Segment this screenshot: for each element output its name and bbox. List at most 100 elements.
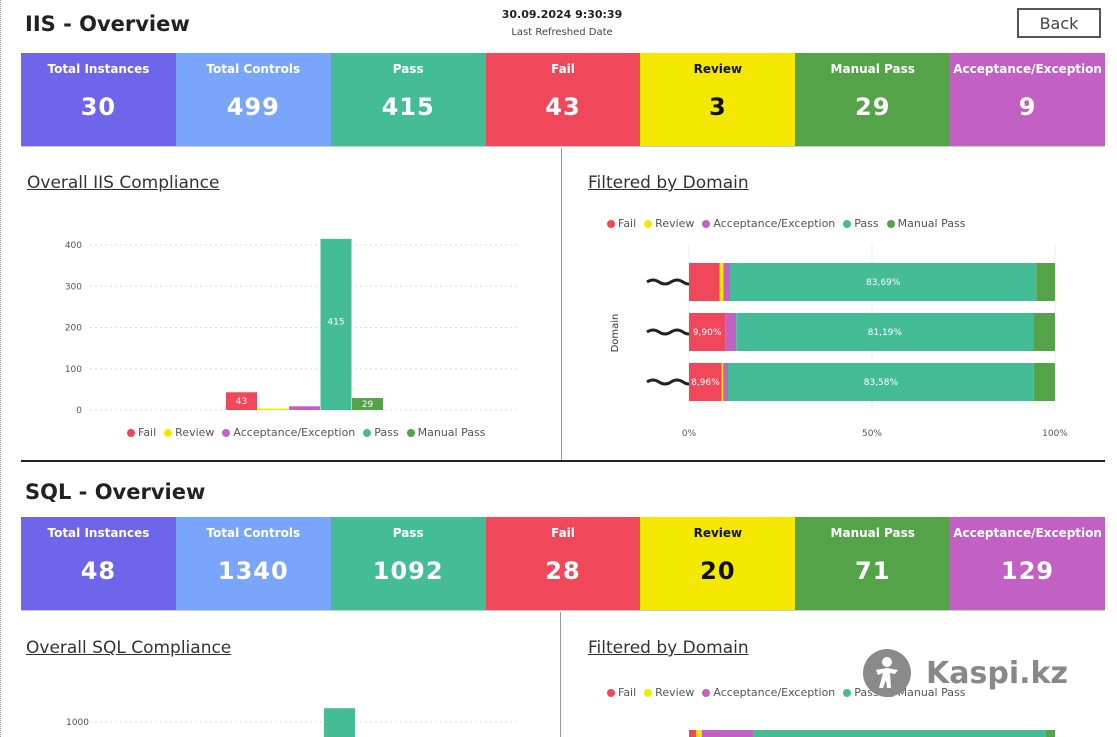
segment-label: 8,96% (691, 378, 720, 388)
legend-manual[interactable]: Manual Pass (406, 426, 485, 439)
kpi-review[interactable]: Review 3 (640, 53, 796, 146)
kpi-review[interactable]: Review 20 (640, 517, 796, 610)
legend-acceptance[interactable]: Acceptance/Exception (702, 686, 835, 699)
legend-review[interactable]: Review (644, 686, 694, 699)
iis-kpi-row: Total Instances 30 Total Controls 499 Pa… (21, 53, 1106, 146)
legend-fail[interactable]: Fail (607, 217, 636, 230)
kpi-acceptance-exception[interactable]: Acceptance/Exception 9 (950, 53, 1106, 146)
y-tick-label: 400 (65, 241, 82, 251)
segment-manual (1033, 363, 1055, 401)
segment-fail (689, 263, 720, 301)
segment-review (696, 730, 702, 737)
kpi-value: 1092 (372, 557, 444, 585)
sql-domain-title: Filtered by Domain (588, 638, 749, 658)
legend-pass[interactable]: Pass (843, 217, 879, 230)
bar-data-label: 43 (236, 397, 247, 407)
segment-label: 83,58% (864, 378, 899, 388)
bar-data-label: 415 (327, 317, 344, 327)
bar-acceptance-exception (289, 406, 320, 410)
x-tick-label: 0% (682, 429, 697, 439)
kpi-value: 43 (545, 93, 581, 121)
legend-fail[interactable]: Fail (607, 686, 636, 699)
segment-pass (729, 263, 1037, 301)
y-tick-label: 100 (65, 365, 82, 375)
section-separator (21, 460, 1105, 462)
bar-pass (324, 708, 355, 737)
segment-manual (1045, 730, 1055, 737)
kpi-total-instances[interactable]: Total Instances 30 (21, 53, 176, 146)
kpi-divider (21, 610, 1105, 611)
legend-review[interactable]: Review (164, 426, 214, 439)
iis-domain-title: Filtered by Domain (588, 173, 749, 193)
segment-acceptance (701, 730, 754, 737)
kpi-divider (21, 146, 1105, 147)
segment-label: 83,69% (866, 278, 901, 288)
legend-fail[interactable]: Fail (127, 426, 156, 439)
kpi-total-instances[interactable]: Total Instances 48 (21, 517, 176, 610)
kpi-label: Total Instances (47, 62, 150, 76)
refresh-date: 30.09.2024 9:30:39 (501, 8, 623, 21)
y-tick-label: 200 (65, 324, 82, 334)
bar-pass (320, 238, 352, 410)
kpi-label: Manual Pass (830, 526, 915, 540)
kpi-value: 129 (1001, 557, 1055, 585)
kpi-label: Total Instances (47, 526, 150, 540)
segment-label: 81,19% (868, 328, 903, 338)
legend-review[interactable]: Review (644, 217, 694, 230)
bar-manual-pass (352, 398, 383, 410)
bar-fail (226, 392, 257, 410)
kpi-manual-pass[interactable]: Manual Pass 71 (795, 517, 951, 610)
kpi-value: 499 (226, 93, 280, 121)
iis-compliance-chart: 0 100 200 300 400 43 415 29 (65, 238, 520, 416)
refresh-label: Last Refreshed Date (511, 27, 613, 38)
redacted-domain-label (646, 328, 695, 336)
kpi-label: Acceptance/Exception (953, 62, 1102, 76)
kpi-label: Review (693, 526, 743, 540)
kpi-manual-pass[interactable]: Manual Pass 29 (795, 53, 951, 146)
kpi-value: 30 (80, 93, 117, 121)
panel-divider (560, 612, 561, 737)
kpi-value: 415 (381, 93, 435, 121)
legend-pass[interactable]: Pass (363, 426, 399, 439)
legend-acceptance[interactable]: Acceptance/Exception (222, 426, 355, 439)
y-tick-label: 300 (65, 282, 82, 292)
kpi-value: 1340 (217, 557, 289, 585)
segment-pass (753, 730, 1046, 737)
kpi-value: 9 (1018, 93, 1037, 121)
segment-pass (736, 313, 1034, 351)
segment-fail (689, 730, 697, 737)
kpi-value: 20 (700, 557, 736, 585)
y-tick-label: 0 (76, 406, 82, 416)
kpi-value: 28 (545, 557, 581, 585)
segment-label: 9,90% (693, 328, 722, 338)
kpi-fail[interactable]: Fail 28 (485, 517, 641, 610)
kpi-value: 48 (80, 557, 117, 585)
kpi-total-controls[interactable]: Total Controls 1340 (175, 517, 331, 610)
segment-manual (1036, 263, 1055, 301)
kpi-value: 3 (709, 93, 727, 121)
segment-acceptance (723, 263, 730, 301)
kpi-pass[interactable]: Pass 415 (330, 53, 486, 146)
legend-manual[interactable]: Manual Pass (886, 217, 965, 230)
kpi-label: Pass (392, 526, 424, 540)
kpi-total-controls[interactable]: Total Controls 499 (175, 53, 331, 146)
iis-section-title: IIS - Overview (25, 12, 190, 36)
redacted-domain-label (646, 278, 695, 286)
segment-pass (728, 363, 1034, 401)
kpi-pass[interactable]: Pass 1092 (330, 517, 486, 610)
back-button[interactable]: Back (1017, 8, 1101, 38)
x-tick-label: 50% (862, 429, 882, 439)
kpi-acceptance-exception[interactable]: Acceptance/Exception 129 (950, 517, 1106, 610)
legend-acceptance[interactable]: Acceptance/Exception (702, 217, 835, 230)
kpi-label: Review (693, 62, 743, 76)
iis-domain-chart: Domain 0% 50% 100% 83,69% 9,90% 81,19% 8,96% 83,… (610, 244, 1068, 439)
kpi-label: Fail (551, 62, 575, 76)
watermark-text: Kaspi.kz (926, 655, 1068, 691)
redacted-domain-label (646, 378, 695, 386)
segment-review (719, 263, 724, 301)
kpi-label: Manual Pass (830, 62, 915, 76)
kpi-label: Fail (551, 526, 575, 540)
iis-compliance-title: Overall IIS Compliance (27, 173, 220, 193)
sql-compliance-title: Overall SQL Compliance (26, 638, 232, 658)
kpi-fail[interactable]: Fail 43 (485, 53, 641, 146)
